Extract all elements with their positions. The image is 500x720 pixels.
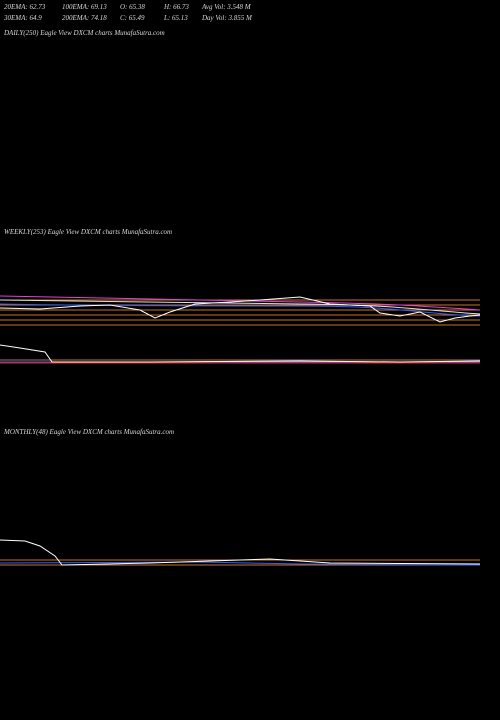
ema-line	[0, 299, 481, 315]
stat: Day Vol: 3.855 M	[201, 14, 253, 22]
weekly-indicator-panel	[0, 344, 481, 364]
indicator-line	[0, 344, 481, 363]
stat: 200EMA: 74.18	[62, 14, 107, 22]
weekly-price-panel	[0, 295, 481, 326]
indicator-line	[0, 561, 481, 566]
stat: 20EMA: 62.73	[4, 3, 46, 11]
price-line	[0, 296, 481, 323]
ema-line	[0, 295, 481, 311]
stat: O: 65.38	[120, 3, 145, 11]
panel-label: WEEKLY(253) Eagle View DXCM charts Munaf…	[4, 228, 172, 236]
monthly-panel	[0, 539, 481, 566]
panel-label: DAILY(250) Eagle View DXCM charts Munafa…	[3, 29, 165, 37]
stat: 30EMA: 64.9	[3, 14, 42, 22]
stat: C: 65.49	[120, 14, 145, 22]
stat: 100EMA: 69.13	[62, 3, 107, 11]
price-line	[0, 539, 481, 566]
panel-label: MONTHLY(48) Eagle View DXCM charts Munaf…	[3, 428, 174, 436]
stat: L: 65.13	[163, 14, 188, 22]
stat: Avg Vol: 3.548 M	[201, 3, 252, 11]
ema-line	[0, 303, 481, 317]
header: 20EMA: 62.73 100EMA: 69.13 O: 65.38 H: 6…	[3, 3, 253, 22]
stat: H: 66.73	[163, 3, 189, 11]
